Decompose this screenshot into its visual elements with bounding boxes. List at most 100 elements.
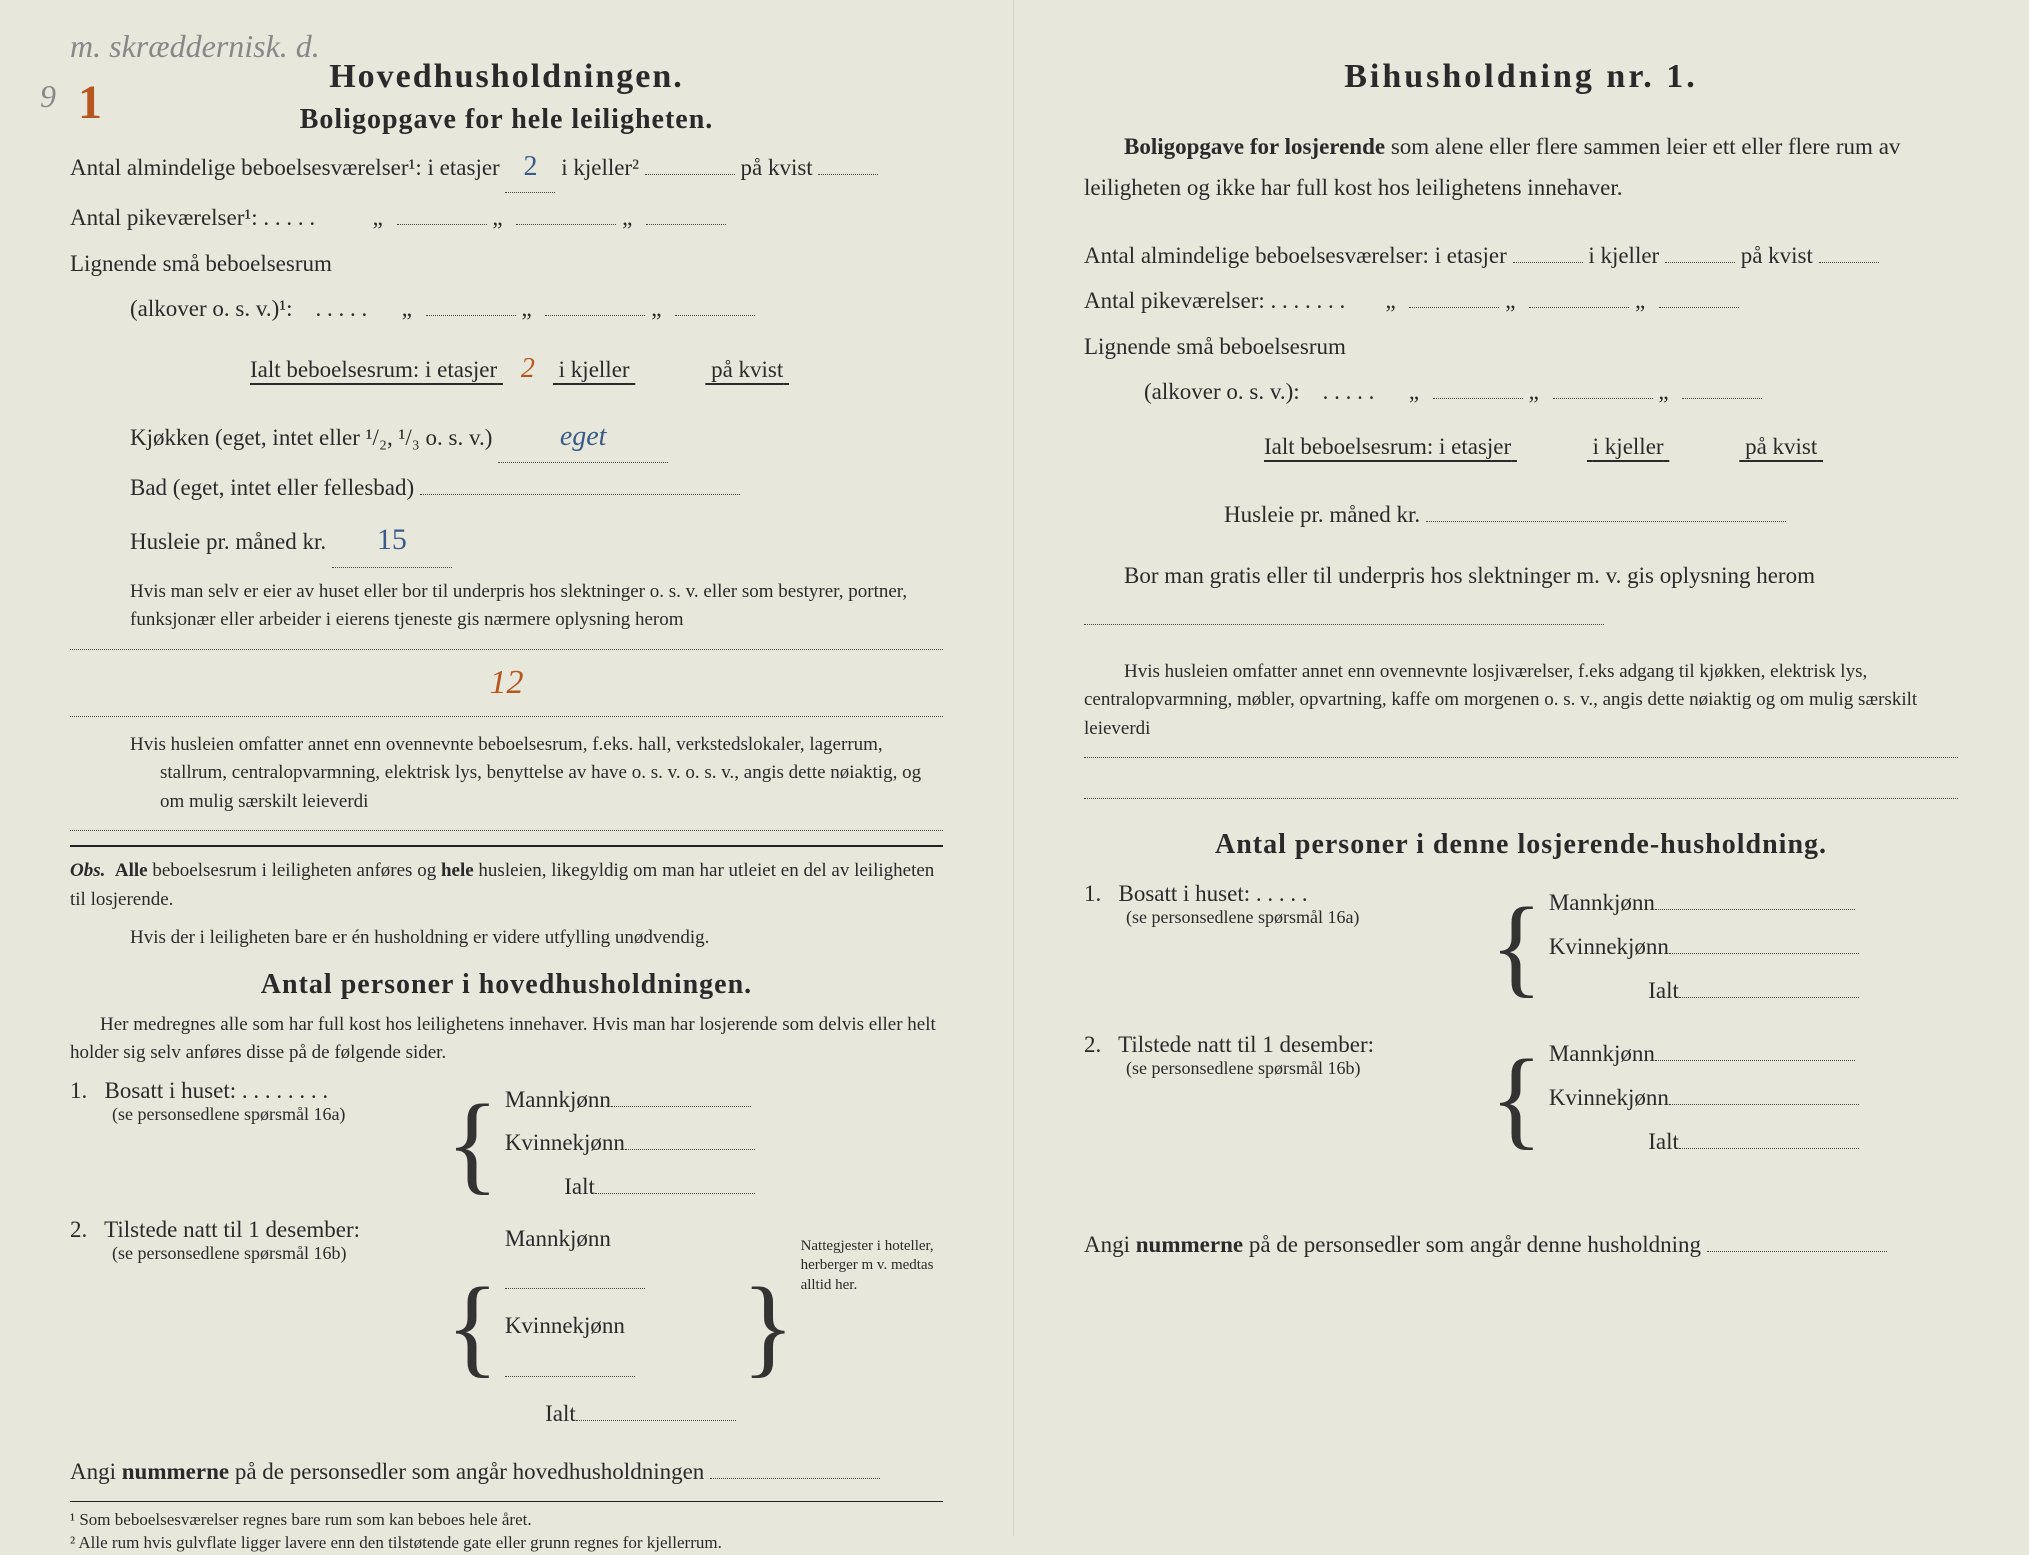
r-p2-ialt: Ialt [1648, 1129, 1679, 1154]
r-dots-alkover: . . . . . [1323, 379, 1375, 404]
label-husleie: Husleie pr. måned kr. [130, 529, 326, 554]
r-ditto1: „ [1386, 288, 1404, 313]
label-alm-end: på kvist [741, 155, 813, 180]
fill-pike1 [397, 224, 487, 225]
p2-label: Tilstede natt til 1 desember: [104, 1217, 360, 1242]
obs-block: Obs. Alle beboelsesrum i leiligheten anf… [70, 857, 943, 914]
r-p1-label: Bosatt i huset: [1119, 881, 1251, 906]
p2-kvinne: Kvinnekjønn [505, 1313, 625, 1338]
thick-rule [70, 845, 943, 847]
r-label-alm-mid: i kjeller [1588, 243, 1659, 268]
r-p1-dots: . . . . . [1256, 881, 1308, 906]
r-persons-title: Antal personer i denne losjerende-hushol… [1084, 829, 1958, 861]
r-fill-pike2 [1529, 307, 1629, 308]
r-fill-pike1 [1409, 307, 1499, 308]
red-12-wrap: 12 [70, 664, 943, 702]
pencil-annotation-top: m. skræddernisk. d. [70, 28, 320, 65]
fill-p1-kvinne [625, 1149, 755, 1150]
r-row-alkover: (alkover o. s. v.): . . . . . „ „ „ [1084, 371, 1958, 412]
note-eier: Hvis man selv er eier av huset eller bor… [70, 578, 943, 635]
fill-alk2 [545, 315, 645, 316]
r-p2-kvinne: Kvinnekjønn [1549, 1085, 1669, 1110]
p1-ialt: Ialt [564, 1174, 595, 1199]
fill-p1-mann [611, 1106, 751, 1107]
label-alm: Antal almindelige beboelsesværelser¹: i … [70, 155, 500, 180]
r-fill-p1-mann [1655, 909, 1855, 910]
r-fill-alm3 [1819, 262, 1879, 263]
r-label-ialt: Ialt beboelsesrum: i etasjer [1264, 434, 1511, 459]
fill-ialt-etasjer: 2 [503, 344, 553, 394]
ditto-a2: „ [522, 296, 540, 321]
r-fill-p2-kvinne [1669, 1104, 1859, 1105]
r-p2-label: Tilstede natt til 1 desember: [1118, 1032, 1374, 1057]
r-p2-mann: Mannkjønn [1549, 1041, 1655, 1066]
r-dots-pike: . . . . . . . [1271, 288, 1346, 313]
r-label-ialt-end: på kvist [1745, 434, 1817, 459]
r-brace1: { Mannkjønn Kvinnekjønn Ialt [1484, 881, 1859, 1012]
left-page: m. skræddernisk. d. 9 1 Hovedhusholdning… [0, 0, 1014, 1536]
angi-text: Angi nummerne på de personsedler som ang… [70, 1459, 704, 1484]
label-pike: Antal pikeværelser¹: [70, 205, 258, 230]
r-row-angi: Angi nummerne på de personsedler som ang… [1084, 1224, 1958, 1265]
r-label-husleie: Husleie pr. måned kr. [1224, 502, 1420, 527]
fill-alm-kjeller [645, 174, 735, 175]
rule3 [70, 830, 943, 831]
r-fill-alk3 [1682, 398, 1762, 399]
p2-num: 2. [70, 1217, 87, 1242]
r-fill-angi [1707, 1251, 1887, 1252]
r-label-alm-end: på kvist [1741, 243, 1813, 268]
r-fill-p2-ialt [1679, 1148, 1859, 1149]
r-fill-gratis [1084, 624, 1604, 625]
row-person-1: 1. Bosatt i huset: . . . . . . . . (se p… [70, 1078, 943, 1209]
r-p2-num: 2. [1084, 1032, 1101, 1057]
r-label-alkover: (alkover o. s. v.): [1144, 379, 1300, 404]
row-pike: Antal pikeværelser¹: . . . . . „ „ „ [70, 197, 943, 238]
fill-p2-mann [505, 1288, 645, 1289]
note-husleie-omfatter: Hvis husleien omfatter annet enn ovennev… [70, 731, 943, 817]
row-husleie: Husleie pr. måned kr. 15 [70, 513, 943, 568]
r-p1-kvinne: Kvinnekjønn [1549, 934, 1669, 959]
fn1: ¹ Som beboelsesværelser regnes bare rum … [70, 1508, 943, 1532]
row-angi: Angi nummerne på de personsedler som ang… [70, 1451, 943, 1492]
label-bad: Bad (eget, intet eller fellesbad) [130, 475, 414, 500]
r-ditto2: „ [1505, 288, 1523, 313]
fill-p1-ialt [595, 1193, 755, 1194]
row-person-2: 2. Tilstede natt til 1 desember: (se per… [70, 1217, 943, 1435]
footnotes: ¹ Som beboelsesværelser regnes bare rum … [70, 1501, 943, 1555]
r-bor-gratis: Bor man gratis eller til underpris hos s… [1124, 563, 1815, 588]
r-fill-alk1 [1433, 398, 1523, 399]
fill-pike2 [516, 224, 616, 225]
r-fill-alm1 [1513, 262, 1583, 263]
r-p1-mann: Mannkjønn [1549, 890, 1655, 915]
ditto3: „ [622, 205, 640, 230]
obs-text1: Alle beboelsesrum i leiligheten anføres … [70, 860, 934, 910]
p2-ialt: Ialt [545, 1401, 576, 1426]
p1-num: 1. [70, 1078, 87, 1103]
r-p1-sub: (se personsedlene spørsmål 16a) [1084, 907, 1484, 928]
fill-kjokken: eget [498, 412, 668, 463]
r-rule1 [1084, 757, 1958, 758]
row-kjokken: Kjøkken (eget, intet eller ¹/₂, ¹/₃ o. s… [70, 412, 943, 463]
dots-pike: . . . . . [263, 205, 315, 230]
row-ialt: Ialt beboelsesrum: i etasjer 2 i kjeller… [70, 344, 943, 394]
brace-left-1: { [446, 1105, 499, 1182]
fill-alk3 [675, 315, 755, 316]
label-ialt-end: på kvist [711, 357, 783, 382]
persons-intro: Her medregnes alle som har full kost hos… [70, 1011, 943, 1068]
side-note: Nattegjester i hoteller, herberger m v. … [801, 1217, 943, 1296]
r-row-person-1: 1. Bosatt i huset: . . . . . (se persons… [1084, 881, 1958, 1012]
r-label-ialt-mid: i kjeller [1593, 434, 1664, 459]
intro-bold: Boligopgave for losjerende [1124, 134, 1385, 159]
p1-dots: . . . . . . . . [242, 1078, 328, 1103]
red-annotation-margin: 1 [78, 75, 102, 130]
r-fill-pike3 [1659, 307, 1739, 308]
label-ialt-mid: i kjeller [559, 357, 630, 382]
label-kjokken: Kjøkken (eget, intet eller ¹/₂, ¹/₃ o. s… [130, 425, 492, 450]
r-angi-text: Angi nummerne på de personsedler som ang… [1084, 1232, 1701, 1257]
r-label-pike: Antal pikeværelser: [1084, 288, 1265, 313]
p2-mann: Mannkjønn [505, 1226, 611, 1251]
fill-angi [710, 1478, 880, 1479]
right-title: Bihusholdning nr. 1. [1084, 58, 1958, 96]
brace-right-2: } [742, 1288, 795, 1365]
p1-mann: Mannkjønn [505, 1087, 611, 1112]
